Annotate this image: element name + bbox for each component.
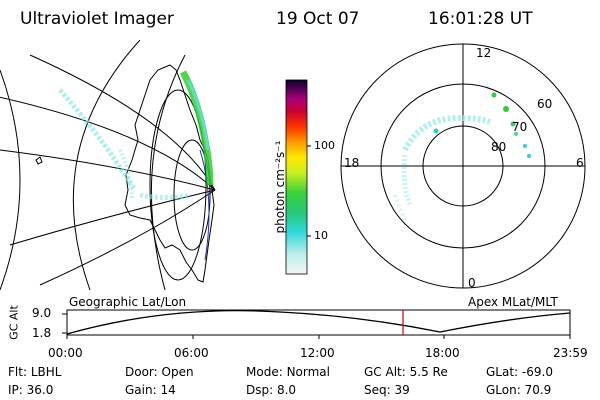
x-tick-0000: 00:00	[48, 346, 83, 360]
altitude-timeline	[62, 309, 571, 339]
geographic-caption: Geographic Lat/Lon	[69, 295, 187, 309]
info-gain: Gain: 14	[125, 383, 176, 397]
time-label: 16:01:28 UT	[428, 9, 533, 29]
info-glon: GLon: 70.9	[486, 383, 552, 397]
x-tick-2359: 23:59	[553, 346, 588, 360]
instrument-title: Ultraviolet Imager	[20, 9, 174, 29]
lat-label-80: 80	[491, 140, 507, 154]
colorbar	[285, 79, 308, 275]
y-tick-1-8: 1.8	[32, 326, 52, 340]
info-dsp: Dsp: 8.0	[246, 383, 297, 397]
info-door: Door: Open	[125, 365, 194, 379]
colorbar-tick-10: 10	[314, 229, 328, 242]
apex-caption: Apex MLat/MLT	[468, 295, 558, 309]
info-seq: Seq: 39	[364, 383, 410, 397]
info-gc-alt: GC Alt: 5.5 Re	[364, 365, 448, 379]
colorbar-tick-100: 100	[314, 139, 335, 152]
mlt-label-12: 12	[476, 46, 492, 60]
y-tick-9: 9.0	[32, 306, 52, 320]
info-ip: IP: 36.0	[8, 383, 54, 397]
info-mode: Mode: Normal	[246, 365, 330, 379]
gc-alt-axis-label: GC Alt	[7, 305, 21, 340]
date-label: 19 Oct 07	[276, 9, 360, 29]
x-tick-1200: 12:00	[300, 346, 335, 360]
lat-label-60: 60	[537, 97, 553, 111]
lat-label-70: 70	[512, 120, 528, 134]
x-tick-1800: 18:00	[425, 346, 460, 360]
mlt-label-18: 18	[344, 156, 360, 170]
x-tick-0600: 06:00	[174, 346, 209, 360]
info-glat: GLat: -69.0	[486, 365, 553, 379]
mlt-label-0: 0	[468, 276, 476, 290]
geographic-map	[0, 40, 216, 290]
polar-plot	[340, 43, 586, 289]
colorbar-unit-label: photon cm⁻²s⁻¹	[273, 140, 287, 234]
info-flt: Flt: LBHL	[8, 365, 62, 379]
mlt-label-6: 6	[576, 156, 584, 170]
